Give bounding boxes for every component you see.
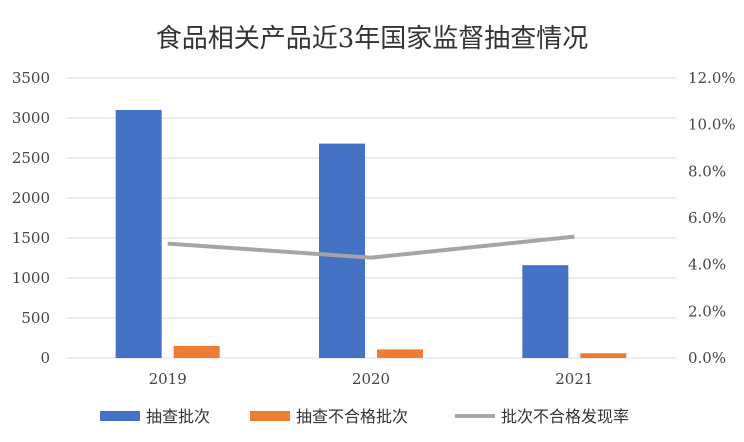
legend-swatch [100,411,140,421]
bar [522,265,569,358]
bar [173,346,220,358]
bar-series [115,110,627,358]
y-tick-label: 1000 [12,269,50,287]
legend-label: 抽查不合格批次 [296,407,408,426]
bar [580,353,627,358]
y-axis-right: 0.0% 2.0% 4.0% 6.0% 8.0% 10.0% 12.0% [688,69,736,367]
legend-swatch [250,411,290,421]
y-tick-label: 1500 [12,229,50,247]
y-tick-label: 2000 [12,189,50,207]
y-tick-label: 0 [40,349,50,367]
bar [115,110,162,358]
x-axis: 2019 2020 2021 [149,370,594,388]
x-tick-label: 2020 [352,370,390,388]
legend-label: 批次不合格发现率 [501,407,629,426]
y-tick-label: 500 [21,309,50,327]
y2-tick-label: 0.0% [688,349,726,367]
x-tick-label: 2021 [555,370,593,388]
y2-tick-label: 2.0% [688,302,726,320]
bar [377,349,423,358]
legend: 抽查批次 抽查不合格批次 批次不合格发现率 [100,407,629,426]
x-tick-label: 2019 [149,370,187,388]
legend-label: 抽查批次 [146,407,210,426]
y-tick-label: 3000 [12,109,50,127]
series-line [167,234,575,260]
y-axis-left: 0 500 1000 1500 2000 2500 3000 3500 [12,69,50,367]
y2-tick-label: 12.0% [688,69,736,87]
y-tick-label: 2500 [12,149,50,167]
bar [319,143,365,358]
y2-tick-label: 10.0% [688,116,736,134]
y2-tick-label: 8.0% [688,162,726,180]
y-tick-label: 3500 [12,69,50,87]
line-series [167,234,575,260]
y2-tick-label: 6.0% [688,209,726,227]
chart-title: 食品相关产品近3年国家监督抽查情况 [156,24,589,54]
gridlines [66,77,676,359]
y2-tick-label: 4.0% [688,256,726,274]
